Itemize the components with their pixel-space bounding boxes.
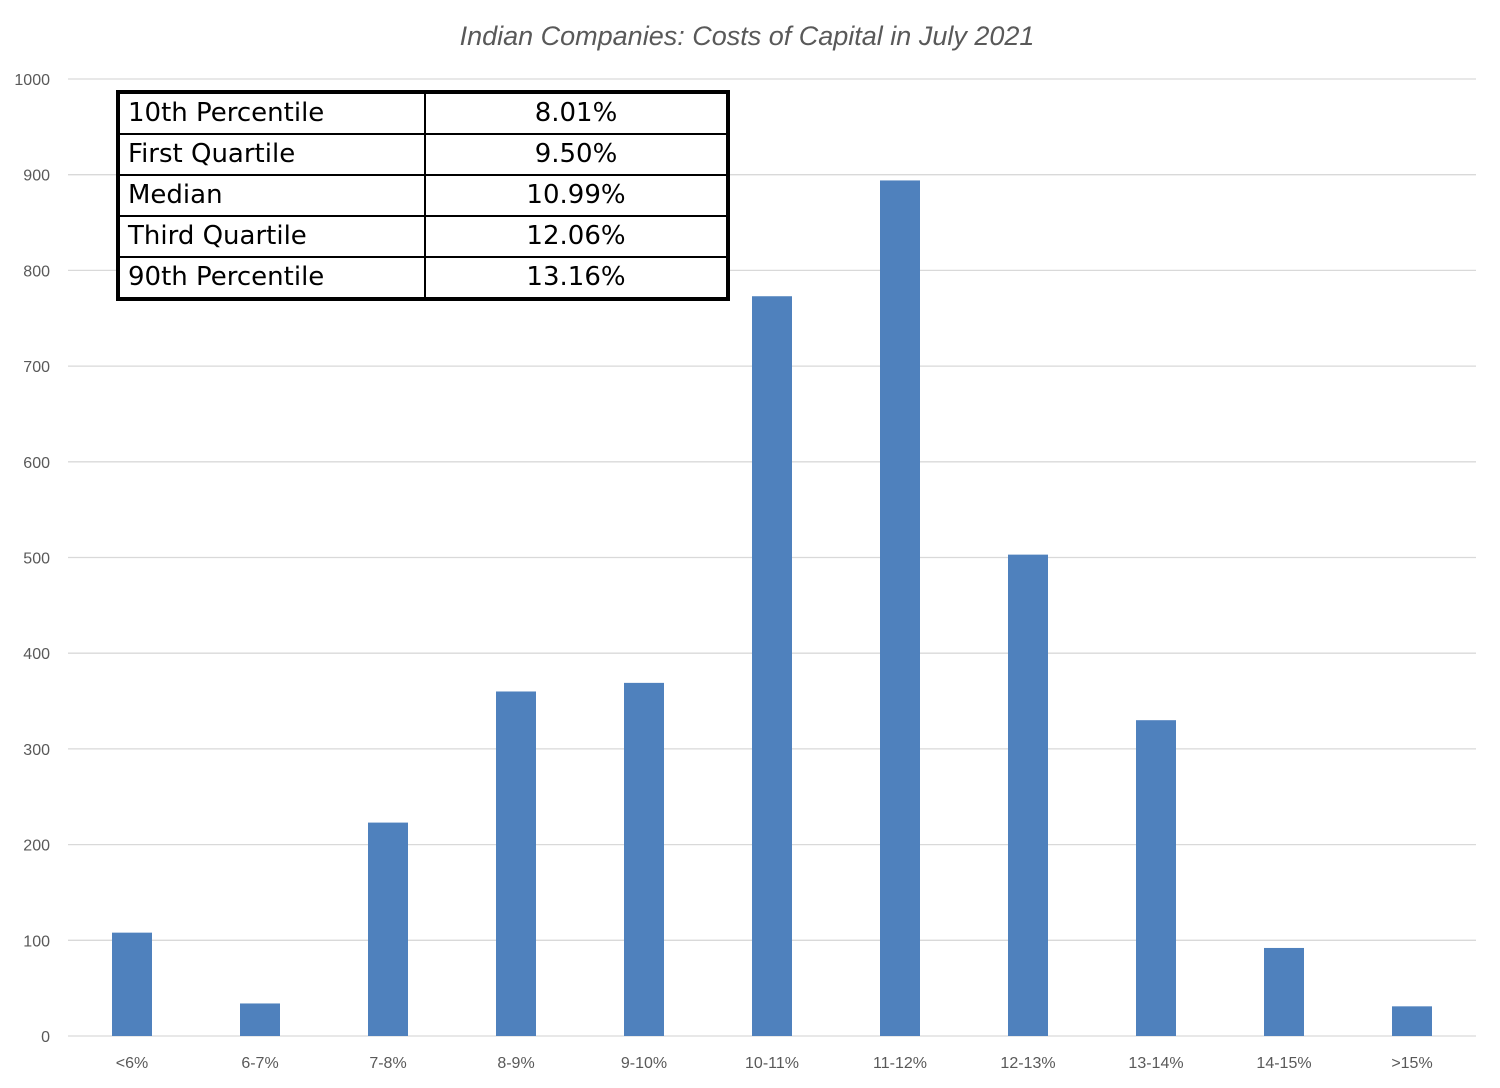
bar (1264, 947, 1304, 1036)
stats-row: Median 10.99% (117, 174, 729, 217)
y-tick-label: 0 (41, 1029, 50, 1046)
bar (368, 822, 408, 1036)
stats-table: 10th Percentile 8.01% First Quartile 9.5… (116, 90, 730, 301)
y-tick-label: 100 (23, 933, 50, 950)
bar (880, 180, 920, 1036)
x-tick-label: 9-10% (621, 1055, 667, 1072)
x-tick-label: 8-9% (497, 1055, 534, 1072)
y-tick-label: 900 (23, 168, 50, 185)
stat-value: 13.16% (424, 256, 729, 300)
y-tick-label: 300 (23, 742, 50, 759)
stat-label: Third Quartile (117, 215, 426, 258)
y-tick-label: 400 (23, 646, 50, 663)
bar (624, 682, 664, 1036)
stats-row: 90th Percentile 13.16% (117, 256, 729, 300)
bar (1136, 720, 1176, 1036)
y-tick-label: 800 (23, 263, 50, 280)
x-axis-ticks: <6% 6-7% 7-8% 8-9% 9-10% 10-11% 11-12% 12-13% 13… (116, 1055, 1433, 1072)
x-tick-label: 10-11% (745, 1055, 799, 1072)
stat-value: 8.01% (424, 91, 729, 135)
y-tick-label: 700 (23, 359, 50, 376)
x-tick-label: 14-15% (1256, 1055, 1311, 1072)
x-tick-label: 12-13% (1000, 1055, 1055, 1072)
x-tick-label: 7-8% (369, 1055, 406, 1072)
y-tick-label: 500 (23, 551, 50, 568)
y-tick-label: 200 (23, 838, 50, 855)
stat-label: First Quartile (117, 133, 426, 176)
bar (1392, 1006, 1432, 1036)
stat-label: 10th Percentile (117, 91, 426, 135)
x-tick-label: <6% (116, 1055, 148, 1072)
y-axis-ticks: 0 100 200 300 400 500 600 700 800 900 1000 (14, 72, 50, 1046)
bar (1008, 554, 1048, 1036)
x-tick-label: 6-7% (241, 1055, 278, 1072)
stat-label: Median (117, 174, 426, 217)
x-tick-label: 11-12% (873, 1055, 927, 1072)
y-tick-label: 1000 (14, 72, 50, 89)
bars (112, 180, 1432, 1036)
x-tick-label: 13-14% (1128, 1055, 1183, 1072)
x-tick-label: >15% (1391, 1055, 1432, 1072)
bar (240, 1003, 280, 1036)
bar (496, 691, 536, 1036)
stat-value: 12.06% (424, 215, 729, 258)
stat-label: 90th Percentile (117, 256, 426, 300)
y-tick-label: 600 (23, 455, 50, 472)
stat-value: 10.99% (424, 174, 729, 217)
stats-row: Third Quartile 12.06% (117, 215, 729, 258)
bar (112, 932, 152, 1036)
stat-value: 9.50% (424, 133, 729, 176)
stats-row: First Quartile 9.50% (117, 133, 729, 176)
bar (752, 296, 792, 1036)
stats-row: 10th Percentile 8.01% (117, 91, 729, 135)
chart-title: Indian Companies: Costs of Capital in Ju… (460, 21, 1035, 51)
